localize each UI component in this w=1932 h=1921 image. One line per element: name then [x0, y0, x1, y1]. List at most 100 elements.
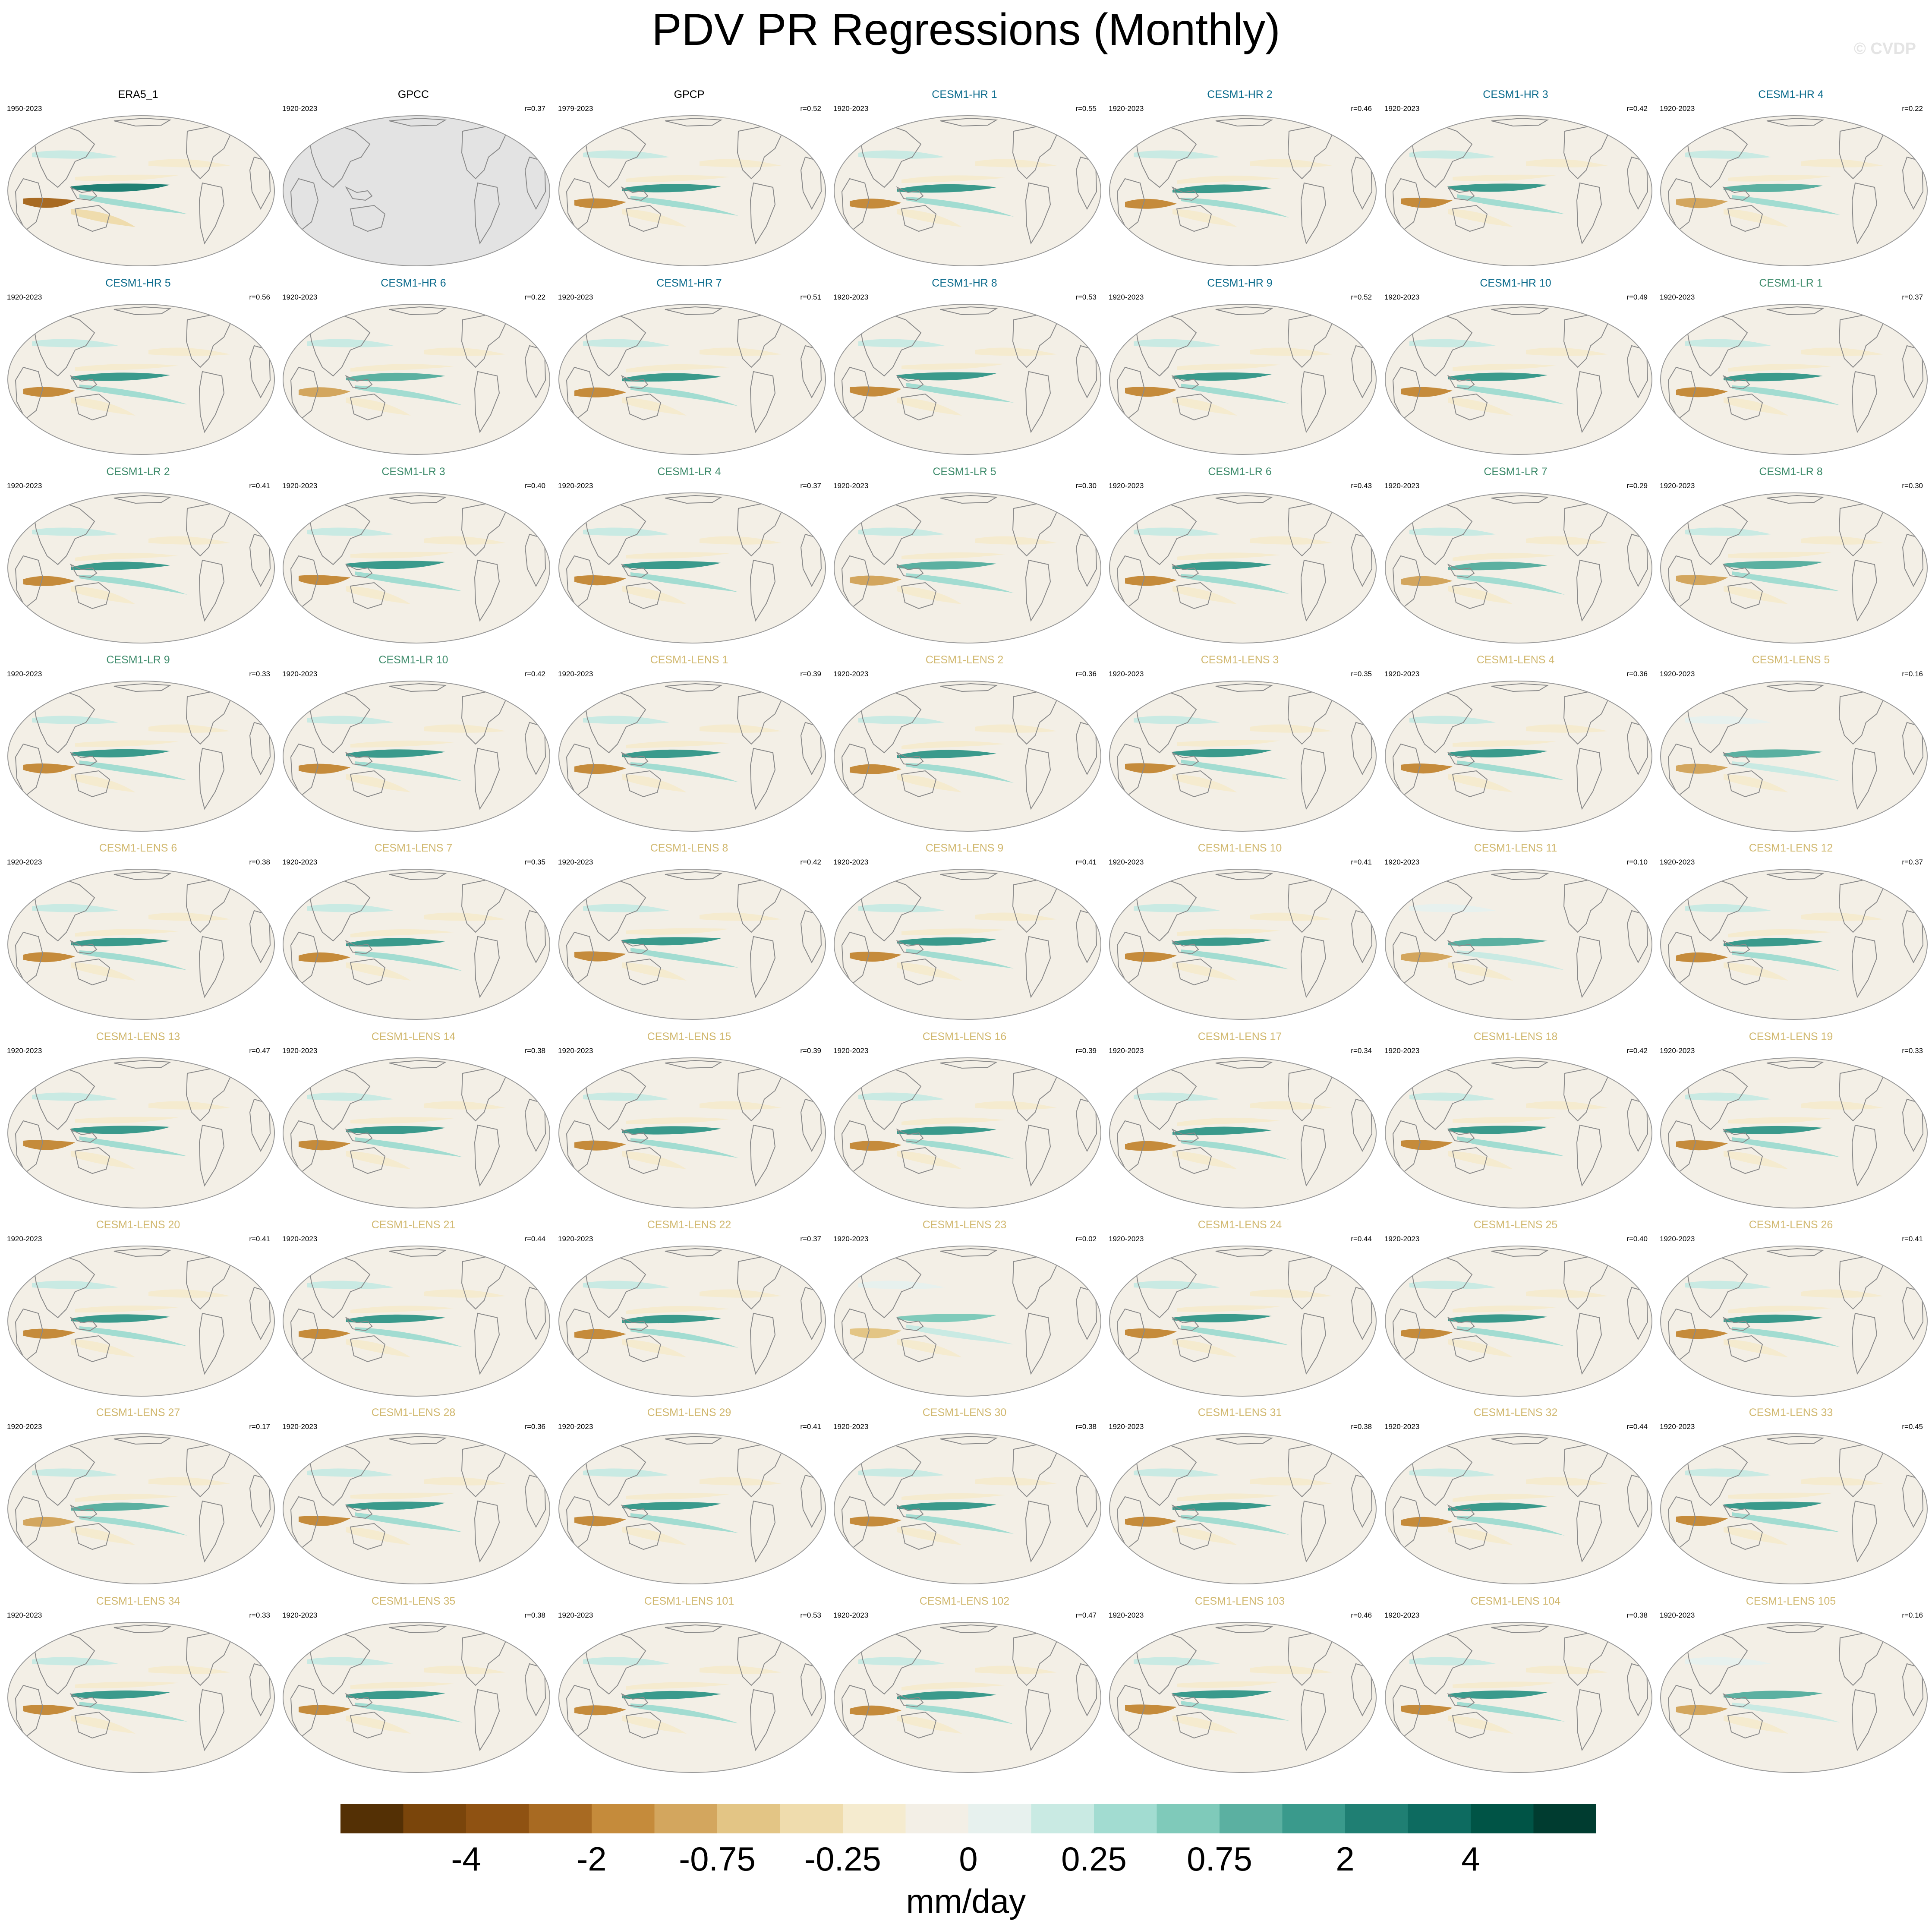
coastline	[1447, 940, 1475, 955]
panel-years: 1920-2023	[282, 482, 318, 490]
coastline	[199, 1124, 225, 1187]
map-outline	[834, 1057, 1101, 1208]
anomaly-contour	[1448, 1126, 1547, 1134]
anomaly-contour	[71, 1716, 136, 1734]
coastline	[1171, 1504, 1199, 1519]
anomaly-contour	[32, 1468, 118, 1477]
colorbar-swatch	[1471, 1804, 1534, 1833]
coastline	[74, 205, 110, 232]
map-panel: CESM1-LENS 20 1920-2023 r=0.41	[0, 1218, 276, 1400]
panel-years: 1920-2023	[1109, 858, 1144, 866]
coastline	[1300, 371, 1327, 433]
anomaly-contour	[630, 1138, 738, 1158]
anomaly-contour	[858, 1281, 945, 1289]
anomaly-contour	[1172, 774, 1237, 792]
regression-map	[558, 1246, 826, 1397]
coastline	[290, 366, 319, 420]
colorbar-swatch	[780, 1804, 843, 1833]
regression-map	[1385, 1246, 1652, 1397]
map-panel: CESM1-HR 4 1920-2023 r=0.22	[1653, 88, 1929, 269]
regression-map	[1660, 115, 1928, 266]
anomaly-contour	[626, 364, 730, 372]
anomaly-contour	[1172, 937, 1272, 946]
coastline	[1171, 1128, 1199, 1143]
panel-title: CESM1-LENS 33	[1749, 1407, 1833, 1419]
coastline	[74, 1711, 110, 1739]
coastline	[1447, 751, 1475, 767]
coastline	[31, 876, 95, 942]
anomaly-contour	[1409, 339, 1496, 347]
anomaly-contour	[622, 209, 687, 227]
anomaly-contour	[626, 1306, 730, 1314]
coastline	[1176, 1147, 1212, 1174]
coastline	[857, 1065, 922, 1130]
coastline	[1215, 871, 1273, 880]
coastline	[621, 186, 649, 201]
coastline	[31, 688, 95, 754]
coastline	[625, 205, 662, 232]
anomaly-contour	[1172, 209, 1237, 227]
anomaly-contour	[71, 1314, 170, 1323]
anomaly-contour	[1125, 1517, 1177, 1527]
coastline	[1684, 123, 1748, 188]
map-background	[8, 1058, 274, 1208]
coastline	[1722, 186, 1750, 201]
coastline	[1576, 559, 1602, 622]
coastline	[750, 1124, 776, 1187]
panel-pattern-correlation: r=0.33	[249, 670, 270, 678]
coastline	[1176, 958, 1212, 986]
panel-title: CESM1-LENS 30	[922, 1407, 1007, 1419]
panel-pattern-correlation: r=0.39	[1075, 1047, 1097, 1055]
map-panel: CESM1-HR 3 1920-2023 r=0.42	[1377, 88, 1654, 269]
panel-years: 1920-2023	[558, 670, 593, 678]
map-background	[283, 493, 550, 643]
map-outline	[283, 1433, 550, 1584]
colorbar-swatch	[1157, 1804, 1220, 1833]
coastline	[1300, 1312, 1327, 1375]
panel-years: 1920-2023	[1660, 670, 1695, 678]
map-panel: CESM1-LR 8 1920-2023 r=0.30	[1653, 465, 1929, 647]
colorbar-swatch	[717, 1804, 780, 1833]
coastline	[901, 1147, 937, 1174]
panel-title: CESM1-LENS 19	[1749, 1031, 1833, 1043]
anomaly-contour	[1401, 1140, 1453, 1150]
panel-years: 1920-2023	[7, 482, 42, 490]
anomaly-contour	[906, 1704, 1014, 1724]
anomaly-contour	[1724, 209, 1788, 227]
panel-title: CESM1-LENS 17	[1198, 1031, 1282, 1043]
regression-map	[1385, 681, 1652, 832]
coastline	[1409, 311, 1473, 377]
coastline	[1491, 1060, 1549, 1069]
anomaly-contour	[79, 194, 187, 214]
regression-map	[834, 869, 1101, 1020]
panel-title: CESM1-LENS 23	[922, 1219, 1007, 1231]
map-outline	[7, 304, 275, 455]
coastline	[199, 559, 225, 622]
coastline	[69, 1316, 98, 1331]
map-outline	[558, 492, 826, 643]
panel-pattern-correlation: r=0.29	[1626, 482, 1648, 490]
anomaly-contour	[897, 397, 962, 416]
coastline	[389, 1060, 447, 1069]
anomaly-contour	[1409, 1281, 1496, 1289]
coastline	[750, 748, 776, 810]
coastline	[199, 182, 225, 245]
anomaly-contour	[1728, 1681, 1831, 1689]
anomaly-contour	[23, 1517, 75, 1527]
anomaly-contour	[901, 928, 1005, 935]
anomaly-contour	[23, 1140, 75, 1150]
regression-map	[1660, 1246, 1928, 1397]
coastline	[1766, 306, 1825, 315]
coastline	[1392, 931, 1421, 985]
panel-title: CESM1-LENS 14	[371, 1031, 456, 1043]
panel-years: 1920-2023	[558, 858, 593, 866]
coastline	[1171, 375, 1199, 390]
anomaly-contour	[1172, 1690, 1272, 1699]
anomaly-contour	[858, 150, 945, 159]
map-outline	[1109, 681, 1377, 832]
panel-pattern-correlation: r=0.51	[800, 293, 821, 301]
anomaly-contour	[1724, 1716, 1788, 1734]
anomaly-contour	[583, 527, 669, 536]
panel-pattern-correlation: r=0.38	[1075, 1423, 1097, 1431]
anomaly-contour	[1125, 952, 1177, 962]
